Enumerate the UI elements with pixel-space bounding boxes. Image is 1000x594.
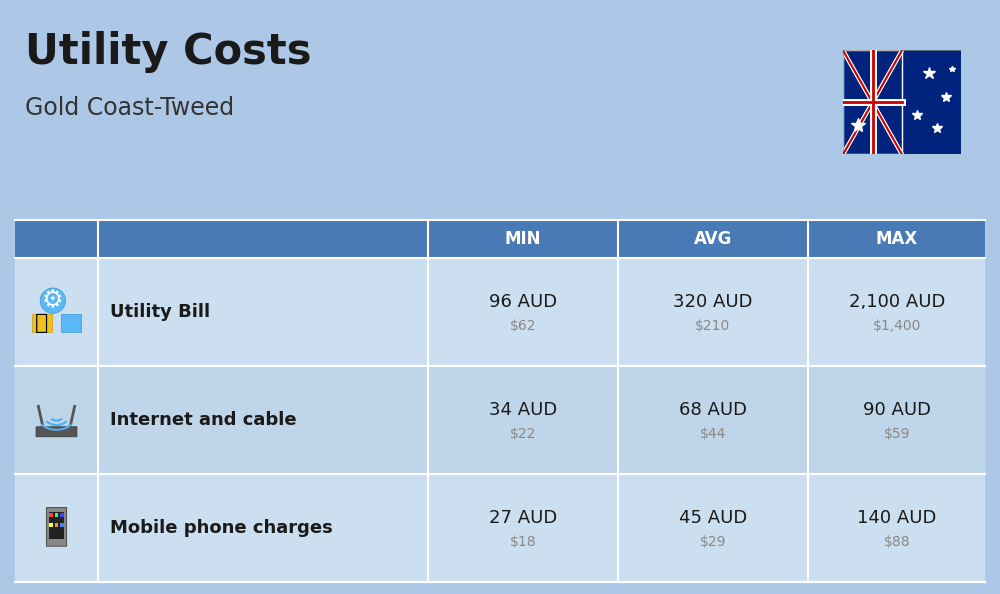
Text: Internet and cable: Internet and cable (110, 411, 297, 429)
Text: 45 AUD: 45 AUD (679, 509, 747, 527)
Bar (20, 491, 93, 564)
FancyBboxPatch shape (36, 426, 77, 437)
Bar (32, 314, 52, 333)
Bar (49, 512, 64, 539)
Circle shape (40, 288, 66, 314)
FancyBboxPatch shape (46, 507, 67, 546)
Text: $59: $59 (884, 427, 910, 441)
Text: Utility Bill: Utility Bill (110, 303, 210, 321)
Bar (15, 474, 985, 582)
Bar (60, 513, 64, 517)
Text: $210: $210 (695, 319, 731, 333)
Text: $22: $22 (510, 427, 536, 441)
Text: 🔌: 🔌 (35, 314, 48, 333)
Bar (20, 384, 93, 457)
Text: 90 AUD: 90 AUD (863, 401, 931, 419)
Text: $29: $29 (700, 535, 726, 549)
Text: 68 AUD: 68 AUD (679, 401, 747, 419)
Text: 96 AUD: 96 AUD (489, 293, 557, 311)
Bar (49, 513, 53, 517)
Bar (98, 220, 428, 258)
Bar (15, 220, 98, 258)
Bar (49, 523, 53, 527)
Text: $88: $88 (884, 535, 910, 549)
Text: $1,400: $1,400 (873, 319, 921, 333)
Text: 140 AUD: 140 AUD (857, 509, 937, 527)
Text: ⚙: ⚙ (42, 289, 64, 312)
Text: 27 AUD: 27 AUD (489, 509, 557, 527)
Text: MIN: MIN (505, 230, 541, 248)
Text: $62: $62 (510, 319, 536, 333)
Text: $18: $18 (510, 535, 536, 549)
Text: Utility Costs: Utility Costs (25, 31, 312, 73)
Text: 34 AUD: 34 AUD (489, 401, 557, 419)
Bar (843, 50, 902, 154)
Text: 2,100 AUD: 2,100 AUD (849, 293, 945, 311)
Bar (15, 220, 985, 258)
Bar (15, 366, 985, 474)
Text: AVG: AVG (694, 230, 732, 248)
Text: $44: $44 (700, 427, 726, 441)
Bar (15, 258, 985, 366)
Bar (20, 276, 93, 349)
Bar (61, 314, 81, 333)
Bar (55, 523, 58, 527)
Text: 320 AUD: 320 AUD (673, 293, 753, 311)
Bar (60, 523, 64, 527)
Text: Mobile phone charges: Mobile phone charges (110, 519, 333, 537)
Text: MAX: MAX (876, 230, 918, 248)
Bar (55, 513, 58, 517)
Text: Gold Coast-Tweed: Gold Coast-Tweed (25, 96, 234, 120)
